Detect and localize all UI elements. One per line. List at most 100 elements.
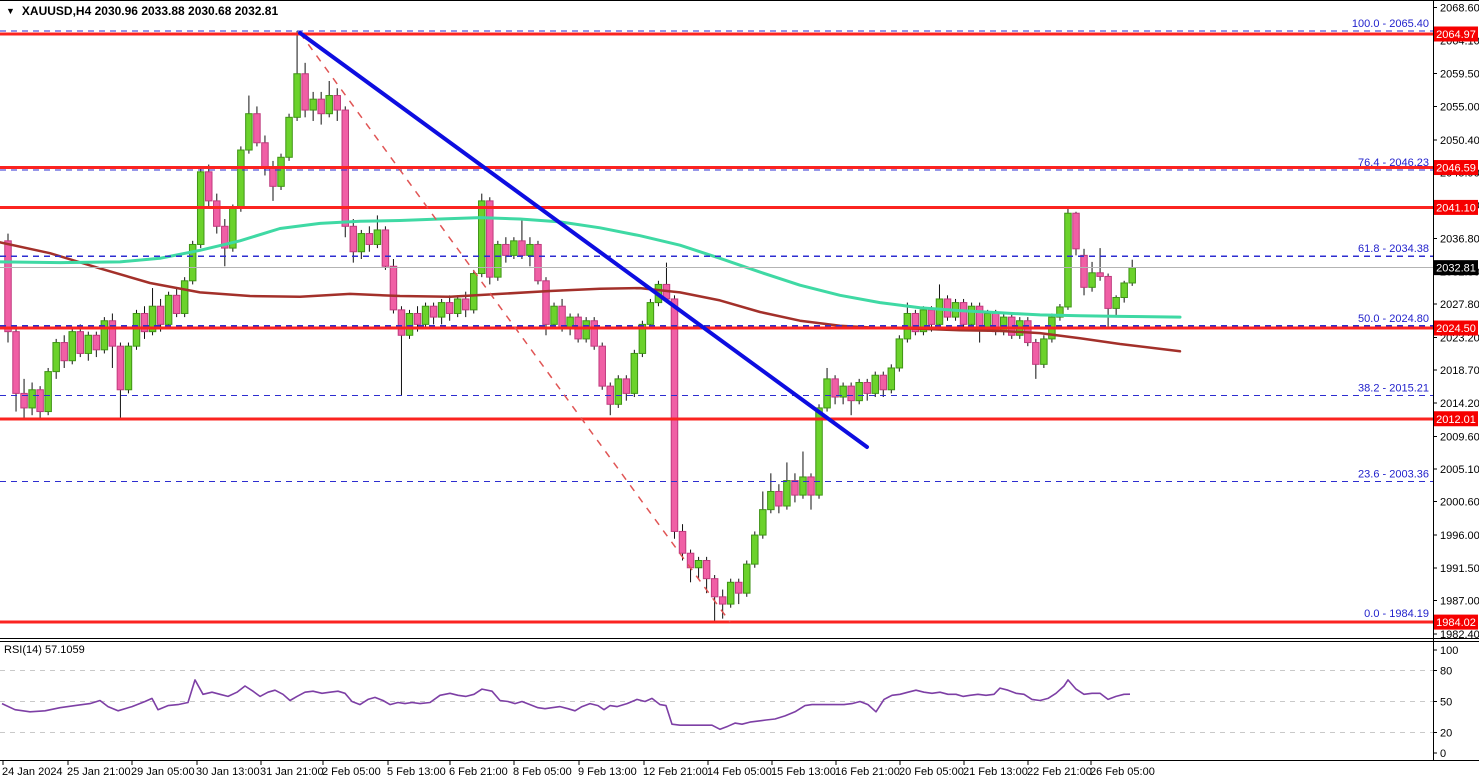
price-tick-label: 1996.00: [1440, 530, 1479, 542]
candle-body: [28, 389, 36, 409]
candle-body: [373, 229, 382, 245]
candle-body: [582, 320, 590, 340]
candle-body: [116, 345, 125, 391]
candle-body: [614, 378, 623, 405]
candle-body: [911, 312, 920, 333]
date-label: 22 Feb 21:00: [1027, 766, 1092, 778]
sr-price-badge: 1984.02: [1434, 614, 1478, 630]
rsi-tick-label: 100: [1440, 645, 1458, 657]
sr-price-badge-bg: [1434, 411, 1478, 427]
rsi-line: [1, 679, 1131, 731]
candle-body: [526, 243, 534, 256]
candle-body: [437, 302, 446, 318]
candle-body: [317, 98, 325, 115]
price-tick-label: 1987.00: [1440, 595, 1479, 607]
price-tick-label: 2068.60: [1440, 3, 1479, 15]
symbol-dropdown-icon[interactable]: ▼: [6, 5, 15, 16]
sr-price-badge: 2064.97: [1434, 26, 1478, 42]
candle-body: [895, 338, 904, 369]
candle-body: [839, 385, 847, 398]
candle-body: [445, 302, 454, 314]
candle-body: [863, 382, 871, 394]
candle-body: [389, 265, 398, 311]
candle-body: [478, 200, 486, 275]
date-label: 29 Jan 05:00: [131, 766, 195, 778]
candle-body: [76, 331, 85, 354]
rsi-indicator-label: RSI(14) 57.1059: [4, 644, 85, 656]
sr-price-badge-bg: [1434, 199, 1478, 215]
rsi-pane: 100 80 50 20 0: [0, 645, 1458, 760]
candle-body: [510, 240, 518, 256]
sr-price-badge-bg: [1434, 320, 1478, 336]
fib-level-label: 0.0 - 1984.19: [1364, 608, 1429, 620]
date-label: 6 Feb 21:00: [449, 766, 508, 778]
candle-body: [718, 596, 727, 605]
sr-price-badge-bg: [1434, 614, 1478, 630]
candle-body: [799, 476, 807, 496]
candle-body: [590, 320, 598, 347]
candle-body: [927, 309, 936, 325]
candle-body: [349, 225, 358, 253]
candle-body: [726, 581, 735, 605]
candle-body: [1040, 338, 1048, 365]
chart-title: ▼ XAUUSD,H4 2030.96 2033.88 2030.68 2032…: [6, 4, 278, 18]
candle-body: [213, 200, 221, 227]
candle-body: [502, 243, 510, 256]
candle-body: [791, 480, 799, 496]
candle-body: [831, 378, 839, 398]
candle-body: [542, 280, 550, 325]
candle-body: [1096, 272, 1104, 277]
rsi-tick-label: 20: [1440, 727, 1452, 739]
current-price-badge-bg: [1434, 260, 1478, 276]
price-tick-label: 2036.80: [1440, 234, 1479, 246]
candle-body: [365, 233, 374, 245]
candle-body: [534, 243, 542, 282]
candle-body: [935, 298, 944, 325]
fib-level-label: 61.8 - 2034.38: [1358, 243, 1429, 255]
sr-price-badge-text: 1984.02: [1436, 617, 1476, 629]
candle-body: [734, 581, 743, 594]
candle-body: [751, 534, 759, 565]
candle-body: [630, 352, 639, 394]
candle-body: [486, 200, 494, 278]
candle-body: [20, 392, 28, 409]
candle-body: [325, 95, 333, 115]
price-tick-label: 2005.10: [1440, 464, 1479, 476]
date-label: 31 Jan 21:00: [260, 766, 324, 778]
candle-body: [269, 167, 277, 187]
chart-title-text: XAUUSD,H4 2030.96 2033.88 2030.68 2032.8…: [21, 4, 279, 18]
sr-price-badge-bg: [1434, 160, 1478, 176]
candle-body: [1080, 254, 1088, 288]
candle-body: [132, 312, 141, 347]
price-tick-label: 2055.00: [1440, 101, 1479, 113]
candle-body: [1104, 275, 1112, 309]
rsi-tick-label: 0: [1440, 748, 1446, 760]
candle-body: [124, 345, 133, 391]
candle-body: [44, 371, 52, 413]
candle-body: [172, 294, 181, 314]
candle-body: [855, 382, 863, 402]
current-price-badge-text: 2032.81: [1436, 263, 1476, 275]
date-label: 8 Feb 05:00: [513, 766, 572, 778]
candle-body: [397, 309, 406, 336]
candle-body: [1112, 297, 1120, 309]
candle-body: [413, 312, 422, 325]
candle-body: [261, 142, 269, 169]
date-label: 24 Jan 2024: [2, 766, 63, 778]
candle-body: [188, 243, 197, 282]
candle-body: [823, 378, 831, 409]
candle-body: [309, 98, 317, 111]
sr-price-badge: 2041.10: [1434, 199, 1478, 215]
candles-layer: [4, 30, 1136, 621]
price-tick-label: 2059.50: [1440, 69, 1479, 81]
price-tick-label: 2014.20: [1440, 398, 1479, 410]
date-label: 16 Feb 21:00: [835, 766, 900, 778]
candle-body: [245, 113, 253, 151]
candle-body: [975, 305, 984, 329]
candle-body: [815, 407, 823, 496]
candle-body: [702, 559, 711, 580]
date-label: 2 Feb 05:00: [322, 766, 381, 778]
